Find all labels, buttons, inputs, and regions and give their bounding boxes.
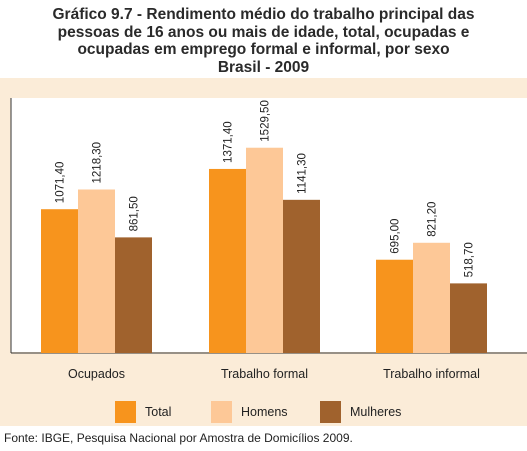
data-label: 1141,30	[297, 153, 309, 194]
chart-title: Gráfico 9.7 - Rendimento médio do trabal…	[0, 6, 527, 76]
title-line: ocupadas em emprego formal e informal, p…	[77, 41, 450, 58]
legend-label: Total	[145, 405, 171, 419]
data-label: 518,70	[464, 242, 476, 277]
bar-chart: 1071,40 1218,30 861,50 Ocupados 1371,40 1529,…	[0, 78, 527, 426]
category-label: Trabalho informal	[383, 367, 480, 381]
category-label: Trabalho formal	[221, 367, 308, 381]
bar	[115, 237, 152, 353]
title-line: pessoas de 16 anos ou mais de idade, tot…	[57, 23, 470, 41]
data-label: 861,50	[129, 196, 141, 231]
bar	[283, 199, 320, 353]
source-note: Fonte: IBGE, Pesquisa Nacional por Amost…	[4, 431, 353, 445]
data-label: 1371,40	[223, 121, 235, 163]
data-label: 1529,50	[260, 100, 272, 142]
legend-label: Mulheres	[350, 405, 401, 419]
data-label: 1218,30	[92, 142, 104, 184]
category-label: Ocupados	[68, 367, 125, 381]
bar	[450, 283, 487, 353]
bar	[41, 209, 78, 353]
data-label: 1071,40	[55, 162, 67, 204]
bar	[246, 147, 283, 353]
title-line: Brasil - 2009	[217, 58, 310, 76]
data-label: 695,00	[390, 219, 402, 254]
bar	[78, 189, 115, 353]
bar	[413, 242, 450, 353]
legend-swatch	[211, 401, 232, 423]
legend-label: Homens	[241, 405, 288, 419]
title-line: Gráfico 9.7 - Rendimento médio do trabal…	[52, 6, 475, 23]
legend-swatch	[115, 401, 136, 423]
bar	[376, 259, 413, 353]
legend-swatch	[320, 401, 341, 423]
data-label: 821,20	[427, 202, 439, 237]
bar	[209, 168, 246, 353]
